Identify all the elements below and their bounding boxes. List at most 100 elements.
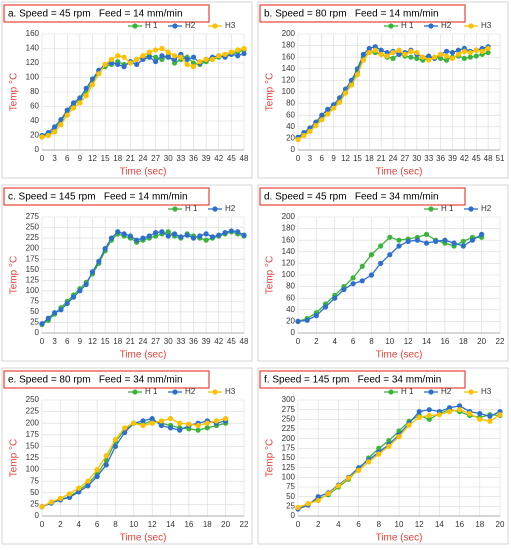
- data-point: [325, 106, 331, 112]
- data-point: [89, 82, 96, 88]
- panel-border: [1, 184, 253, 362]
- data-point: [66, 494, 73, 501]
- data-point: [171, 60, 178, 66]
- data-point: [372, 47, 378, 53]
- x-tick-label: 0: [40, 520, 45, 529]
- data-point: [153, 58, 159, 65]
- legend-marker: [212, 206, 218, 212]
- data-point: [165, 54, 171, 60]
- y-tick-label: 200: [282, 434, 296, 443]
- y-tick-label: 20: [30, 131, 39, 140]
- panel: c. Speed = 145 rpm Feed = 14 mm/min02550…: [1, 184, 253, 362]
- data-point: [241, 50, 247, 57]
- legend-marker: [212, 23, 218, 29]
- x-tick-label: 8: [369, 337, 374, 346]
- data-point: [197, 233, 203, 239]
- legend-marker: [468, 206, 474, 212]
- x-tick-label: 6: [320, 154, 325, 163]
- data-point: [94, 473, 100, 480]
- data-point: [177, 420, 183, 426]
- data-point: [83, 93, 89, 99]
- data-point: [112, 443, 119, 449]
- panel: d. Speed = 45 rpm Feed = 34 mm/min020406…: [257, 184, 509, 362]
- data-point: [39, 134, 45, 140]
- y-tick-label: 50: [30, 307, 39, 316]
- x-axis-label: Time (sec): [120, 533, 167, 544]
- y-tick-label: 100: [282, 472, 296, 481]
- y-tick-label: 25: [30, 500, 39, 509]
- y-tick-label: 175: [26, 430, 40, 439]
- data-point: [203, 56, 209, 62]
- x-tick-label: 0: [296, 520, 301, 529]
- x-tick-label: 33: [176, 154, 185, 163]
- data-point: [295, 136, 301, 143]
- x-tick-label: 2: [316, 520, 321, 529]
- data-point: [436, 412, 442, 418]
- legend-marker: [212, 389, 218, 395]
- y-tick-label: 50: [30, 488, 39, 497]
- y-tick-label: 160: [282, 52, 296, 61]
- title-box: [259, 4, 466, 23]
- x-tick-label: 33: [176, 337, 185, 346]
- x-tick-label: 27: [400, 154, 409, 163]
- title-box: [259, 187, 466, 206]
- chart-title: d. Speed = 45 rpm Feed = 34 mm/min: [264, 192, 439, 203]
- legend-label: H2: [441, 21, 452, 30]
- y-tick-label: 125: [282, 463, 296, 472]
- y-tick-label: 275: [26, 212, 40, 221]
- legend-label: H2: [185, 387, 196, 396]
- data-point: [315, 497, 321, 504]
- data-point: [58, 116, 64, 123]
- data-point: [204, 425, 210, 431]
- x-tick-label: 48: [240, 154, 249, 163]
- data-point: [52, 310, 58, 316]
- data-point: [304, 317, 310, 323]
- data-point: [122, 425, 128, 431]
- legend-marker: [428, 23, 434, 29]
- data-point: [295, 504, 301, 511]
- data-point: [102, 61, 108, 68]
- data-point: [335, 483, 341, 489]
- data-point: [197, 58, 203, 65]
- data-point: [313, 123, 319, 129]
- x-tick-label: 45: [227, 154, 236, 163]
- data-point: [414, 55, 420, 61]
- data-point: [134, 61, 140, 68]
- data-point: [159, 229, 165, 235]
- legend-label: H2: [441, 387, 452, 396]
- data-point: [158, 422, 164, 429]
- data-point: [331, 105, 337, 111]
- data-point: [159, 53, 165, 59]
- y-tick-label: 75: [30, 296, 39, 305]
- legend-marker: [132, 23, 138, 29]
- x-tick-label: 24: [389, 154, 398, 163]
- data-point: [235, 47, 241, 53]
- data-point: [121, 231, 127, 237]
- data-point: [167, 415, 174, 422]
- x-tick-label: 27: [151, 154, 160, 163]
- x-tick-label: 22: [496, 337, 505, 346]
- data-point: [443, 48, 450, 55]
- data-point: [165, 233, 171, 239]
- y-tick-label: 140: [26, 44, 40, 53]
- data-point: [396, 237, 402, 243]
- data-point: [423, 240, 430, 246]
- data-point: [477, 410, 483, 417]
- y-tick-label: 120: [282, 76, 296, 85]
- legend-marker: [428, 206, 434, 212]
- y-tick-label: 200: [282, 29, 296, 38]
- y-tick-label: 60: [30, 102, 39, 111]
- panel: a. Speed = 45 rpm Feed = 14 mm/min 0 20 40 6…: [1, 1, 253, 179]
- y-tick-label: 75: [286, 482, 295, 491]
- x-tick-label: 21: [126, 337, 135, 346]
- data-point: [396, 243, 402, 249]
- data-point: [146, 49, 152, 55]
- data-point: [414, 237, 420, 243]
- x-tick-label: 18: [475, 520, 484, 529]
- data-point: [94, 467, 100, 473]
- data-point: [190, 54, 197, 60]
- x-tick-label: 39: [202, 154, 211, 163]
- y-axis-label: Temp °C: [9, 439, 20, 477]
- data-point: [108, 56, 115, 62]
- data-point: [171, 53, 178, 59]
